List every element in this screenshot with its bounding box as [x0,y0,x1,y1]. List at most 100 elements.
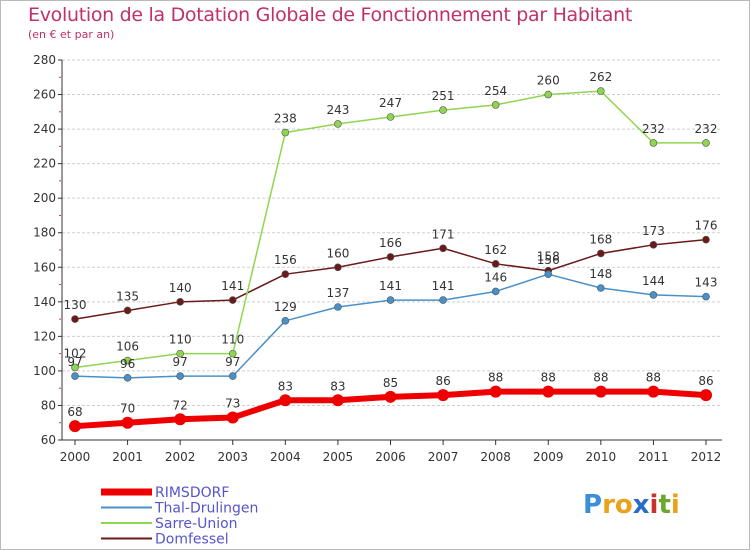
data-label: 260 [537,74,560,88]
data-label: 97 [173,355,188,369]
data-label: 85 [383,376,398,390]
data-point [331,394,344,407]
data-label: 176 [695,219,718,233]
data-label: 96 [120,357,135,371]
data-label: 88 [541,371,556,385]
data-label: 141 [379,279,402,293]
data-point [228,349,237,358]
data-label: 232 [695,122,718,136]
data-label: 129 [274,300,297,314]
x-tick-label: 2007 [428,450,459,464]
y-tick-label: 280 [33,53,56,67]
x-tick-label: 2005 [323,450,354,464]
legend-label: Thal-Drulingen [154,501,258,517]
data-point [439,244,447,253]
data-label: 162 [484,243,507,257]
data-label: 88 [488,371,503,385]
data-label: 130 [64,298,87,312]
y-axis-ticks: 60 80 100 120 140 160 180 200 220 240 260 280 [33,53,62,447]
data-point [71,315,79,323]
data-label: 86 [698,374,713,388]
data-point [281,270,290,278]
data-labels: 130 135 140 141 156 160 166 171 162 158 168 173 176 1… [64,70,718,419]
data-point [491,101,500,109]
data-point [279,394,292,407]
y-tick-label: 260 [33,88,56,102]
data-point [281,128,290,137]
data-point [544,90,553,99]
logo-letter: i [649,490,659,520]
data-label: 102 [64,346,87,360]
x-axis-ticks: 2000 2001 2002 2003 2004 2005 2006 2007 2008 2009… [60,440,722,464]
data-point [597,284,605,292]
y-tick-label: 220 [33,157,56,171]
data-point [334,263,342,272]
logo-letter: i [670,490,680,520]
data-point [176,349,184,358]
data-label: 160 [326,246,349,260]
data-label: 156 [274,253,297,267]
axes [61,60,722,441]
y-tick-label: 60 [41,433,56,447]
data-label: 243 [326,103,349,117]
data-label: 158 [537,250,560,264]
data-point [123,306,132,315]
legend-label: RIMSDORF [155,485,229,501]
logo-letter: P [583,490,603,520]
data-point [489,385,502,398]
y-tick-label: 80 [41,398,56,412]
x-tick-label: 2012 [691,450,722,464]
data-label: 88 [593,371,608,385]
y-tick-label: 240 [33,122,56,136]
data-label: 97 [67,355,82,369]
proxiti-logo: Proxiti [583,490,680,520]
data-point [491,260,500,268]
x-tick-label: 2000 [60,450,91,464]
data-label: 86 [435,374,450,388]
data-label: 83 [330,379,345,393]
data-point [491,287,500,296]
data-point [702,292,710,301]
data-label: 140 [169,281,192,295]
data-label: 156 [537,253,560,267]
x-tick-label: 2009 [533,450,564,464]
data-point [334,120,342,128]
data-label: 173 [642,224,665,238]
data-label: 83 [278,379,293,393]
data-point [700,389,712,402]
x-tick-label: 2001 [112,450,143,464]
data-label: 262 [589,70,612,84]
y-tick-label: 100 [33,364,56,378]
x-tick-label: 2010 [586,450,617,464]
y-tick-label: 200 [33,191,56,205]
data-label: 88 [646,371,661,385]
data-label: 247 [379,96,402,110]
data-point [176,372,184,380]
data-label: 137 [326,286,349,300]
grid-lines [62,59,722,406]
legend-label: Domfessel [155,532,229,548]
y-tick-label: 160 [33,260,56,274]
chart-title: Evolution de la Dotation Globale de Fonc… [28,4,633,26]
data-point [386,296,395,304]
data-label: 148 [589,267,612,281]
data-label: 146 [484,270,507,284]
data-label: 106 [116,340,139,354]
y-tick-label: 140 [33,295,56,309]
data-label: 110 [169,333,192,347]
data-point [597,87,605,95]
data-point [384,390,397,403]
data-label: 110 [221,333,244,347]
data-point [281,317,290,325]
series-line-sarre-union [74,90,706,369]
x-tick-label: 2002 [165,450,196,464]
data-point [594,385,607,398]
data-point [437,389,450,402]
data-label: 166 [379,236,402,250]
data-label: 72 [173,398,188,412]
data-point [542,385,555,398]
data-point [174,413,187,426]
data-point [228,372,237,380]
data-point [439,106,447,114]
